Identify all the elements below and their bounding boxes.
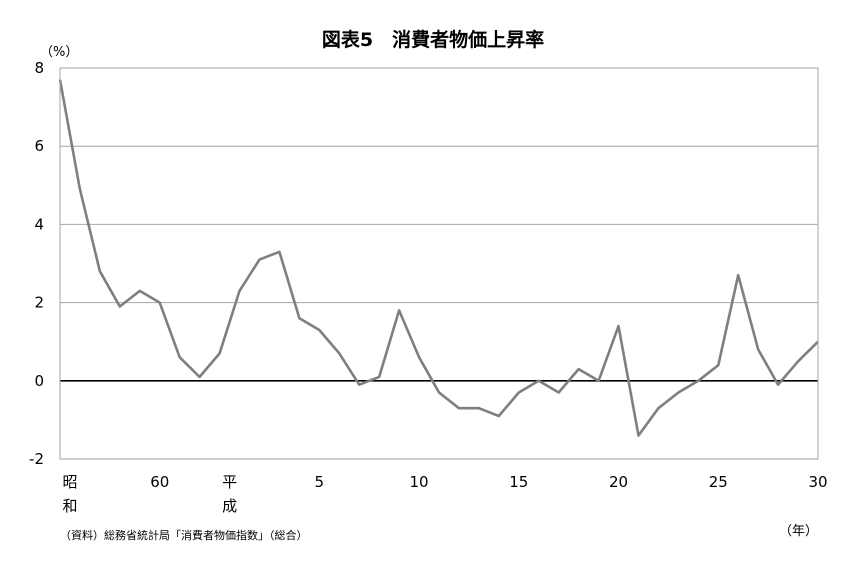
x-axis-tick-labels: 60 5 10 15 20 25 30 xyxy=(150,473,827,491)
plot-area-border xyxy=(59,67,819,460)
x-tick-label: 15 xyxy=(509,473,528,491)
series-line xyxy=(58,79,819,437)
x-tick-label: 20 xyxy=(609,473,628,491)
y-tick-label: 6 xyxy=(34,137,44,155)
era-label: 平 xyxy=(222,473,237,491)
source-note: （資料）総務省統計局「消費者物価指数」（総合） xyxy=(60,528,308,542)
gridlines xyxy=(60,145,818,382)
y-axis-tick-labels: -2 0 2 4 6 8 xyxy=(29,59,44,468)
chart-title: 図表5 消費者物価上昇率 xyxy=(322,28,544,51)
y-tick-label: 4 xyxy=(34,215,44,233)
y-tick-label: 8 xyxy=(34,59,44,77)
y-tick-label: 2 xyxy=(34,294,44,312)
x-tick-label: 30 xyxy=(808,473,827,491)
era-label: 和 xyxy=(62,497,77,515)
y-axis-unit: （%） xyxy=(40,45,78,60)
series-group xyxy=(58,79,819,437)
era-labels: 昭和 平成 xyxy=(62,473,237,515)
era-label: 昭 xyxy=(62,473,77,491)
x-tick-label: 10 xyxy=(410,473,429,491)
x-axis-unit: （年） xyxy=(779,524,818,539)
y-tick-label: -2 xyxy=(29,450,44,468)
x-tick-label: 25 xyxy=(709,473,728,491)
era-label: 成 xyxy=(222,497,237,515)
x-tick-label: 60 xyxy=(150,473,169,491)
x-tick-label: 5 xyxy=(315,473,325,491)
y-tick-label: 0 xyxy=(34,372,44,390)
